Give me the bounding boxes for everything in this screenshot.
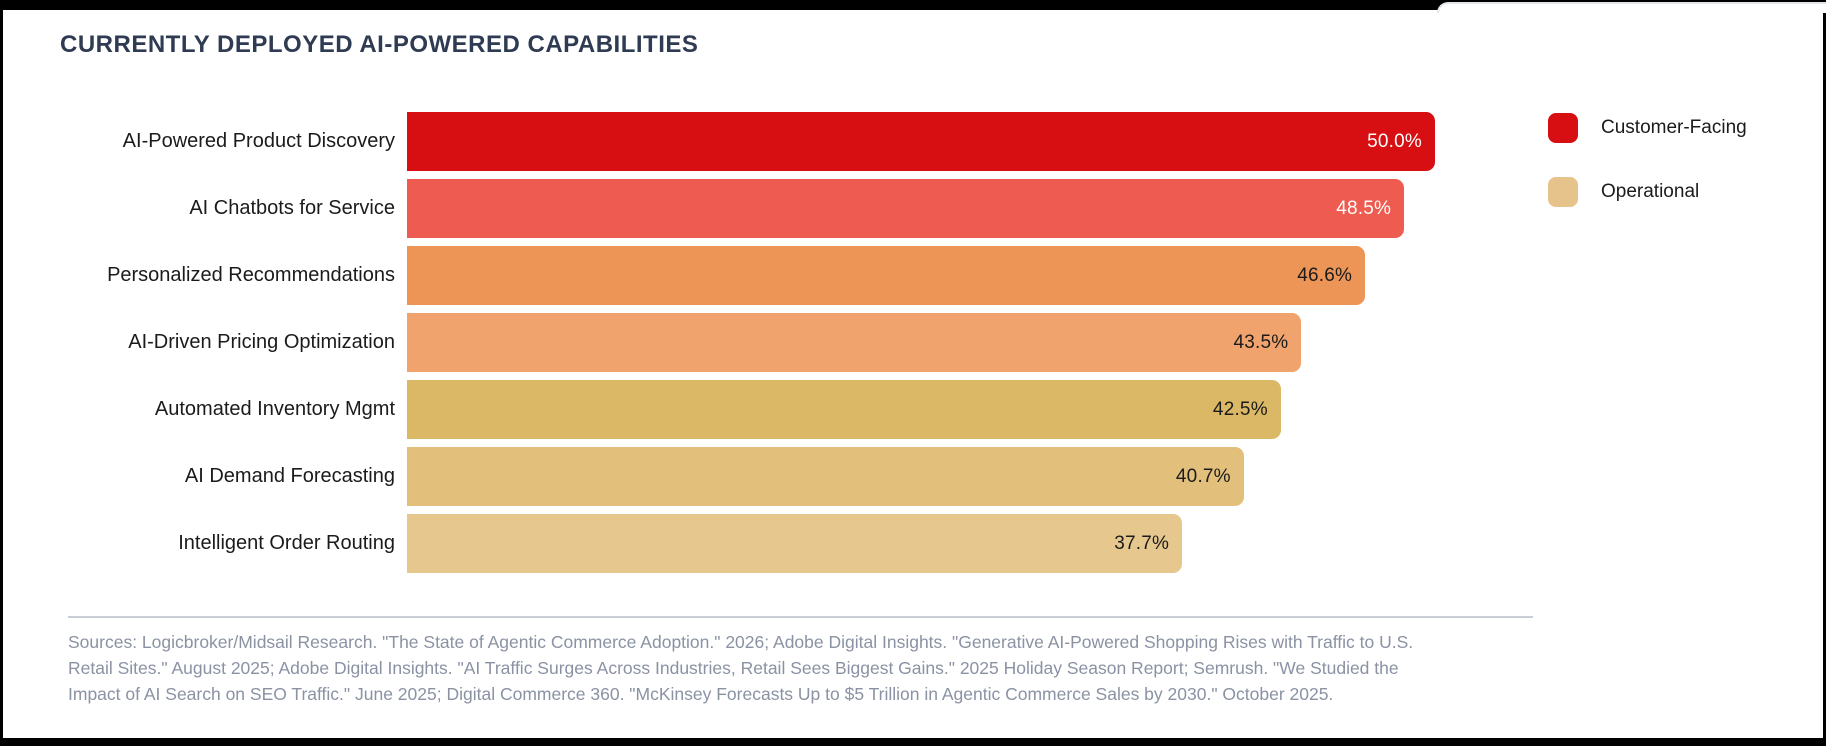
bar-label: AI-Driven Pricing Optimization [128, 331, 395, 353]
divider [68, 616, 1533, 618]
bar: 46.6% [407, 246, 1366, 305]
sources-line: Impact of AI Search on SEO Traffic." Jun… [68, 684, 1334, 704]
bar-row: AI Demand Forecasting 40.7% [0, 447, 1826, 506]
legend-swatch [1548, 177, 1578, 207]
bar-value: 40.7% [1175, 465, 1231, 487]
sources-line: Sources: Logicbroker/Midsail Research. "… [68, 632, 1414, 652]
legend-swatch [1548, 113, 1578, 143]
bar: 37.7% [407, 514, 1183, 573]
frame-border-left [0, 0, 3, 746]
bar: 42.5% [407, 380, 1281, 439]
bar: 43.5% [407, 313, 1302, 372]
bar-row: AI Chatbots for Service 48.5% [0, 179, 1826, 238]
frame-border-top [0, 0, 1826, 10]
bar-label: Personalized Recommendations [107, 264, 395, 286]
chart-title: CURRENTLY DEPLOYED AI-POWERED CAPABILITI… [60, 31, 699, 58]
bar-label: Automated Inventory Mgmt [154, 398, 395, 420]
legend-label: Customer-Facing [1601, 117, 1747, 138]
bar: 40.7% [407, 447, 1244, 506]
legend-item: Operational [1548, 177, 1747, 207]
frame-border-right [1823, 0, 1826, 746]
bar-value: 48.5% [1336, 197, 1392, 219]
legend-label: Operational [1601, 181, 1700, 202]
legend: Customer-Facing Operational [1548, 113, 1747, 241]
bar-row: Intelligent Order Routing 37.7% [0, 514, 1826, 573]
bar-label: AI Demand Forecasting [184, 465, 395, 487]
bar-value: 46.6% [1297, 264, 1353, 286]
bar-row: Automated Inventory Mgmt 42.5% [0, 380, 1826, 439]
bar: 50.0% [407, 112, 1435, 171]
bar-chart: AI-Powered Product Discovery 50.0% AI Ch… [0, 112, 1826, 581]
bar-value: 50.0% [1367, 130, 1422, 152]
sources-line: Retail Sites." August 2025; Adobe Digita… [68, 658, 1399, 678]
bar-row: AI-Powered Product Discovery 50.0% [0, 112, 1826, 171]
bar-value: 37.7% [1114, 532, 1170, 554]
frame-border-bottom [0, 738, 1826, 746]
bar-value: 43.5% [1233, 331, 1289, 353]
bar-row: Personalized Recommendations 46.6% [0, 246, 1826, 305]
bar-row: AI-Driven Pricing Optimization 43.5% [0, 313, 1826, 372]
sources-text: Sources: Logicbroker/Midsail Research. "… [68, 629, 1413, 707]
bar-label: AI Chatbots for Service [189, 197, 395, 219]
bar: 48.5% [407, 179, 1405, 238]
card-corner-decoration [1437, 2, 1826, 13]
bar-label: Intelligent Order Routing [178, 532, 395, 554]
bar-label: AI-Powered Product Discovery [122, 130, 395, 152]
bar-value: 42.5% [1212, 398, 1268, 420]
legend-item: Customer-Facing [1548, 113, 1747, 143]
